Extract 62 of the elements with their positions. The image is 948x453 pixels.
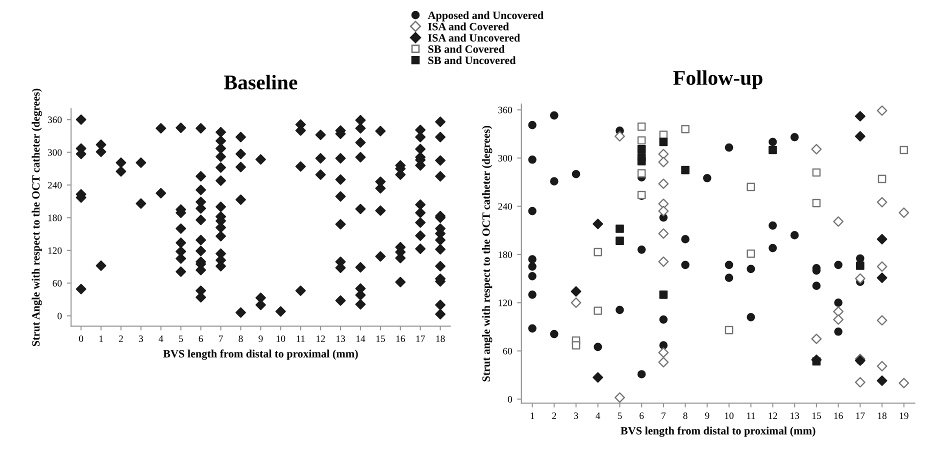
x-tick-label: 17 (416, 336, 425, 342)
x-axis-title: BVS length from distal to proximal (mm) (163, 350, 358, 360)
legend-label: Apposed and Uncovered (428, 11, 544, 22)
x-tick-label: 16 (834, 412, 843, 420)
x-tick-label: 13 (790, 412, 800, 420)
y-tick-label: 240 (48, 182, 62, 188)
y-tick-label: 300 (498, 154, 512, 162)
x-tick-label: 5 (179, 336, 183, 342)
x-tick-label: 12 (768, 412, 778, 419)
x-tick-label: 13 (336, 335, 346, 342)
legend-label: SB and Covered (428, 45, 505, 53)
y-tick-label: 60 (503, 348, 512, 354)
x-tick-label: 2 (552, 412, 556, 419)
x-tick-label: 17 (856, 412, 865, 419)
x-tick-label: 18 (878, 412, 887, 420)
x-tick-label: 7 (662, 412, 666, 419)
x-tick-label: 15 (812, 412, 821, 420)
chart-title: Follow-up (673, 70, 762, 90)
x-tick-label: 11 (296, 336, 305, 342)
legend-label: SB and Uncovered (428, 56, 516, 64)
chart-title: Baseline (224, 74, 298, 90)
y-tick-label: 60 (52, 280, 62, 287)
y-tick-label: 0 (58, 312, 62, 320)
x-tick-label: 7 (218, 336, 223, 342)
x-tick-label: 4 (158, 336, 164, 342)
x-tick-label: 9 (258, 335, 263, 342)
x-tick-label: 11 (747, 412, 755, 419)
x-tick-label: 10 (725, 412, 734, 420)
y-axis-title: Strut angle with respect to the OCT catheter (degrees) (482, 126, 492, 382)
x-tick-label: 5 (618, 412, 622, 420)
x-tick-label: 3 (138, 335, 144, 342)
y-tick-label: 180 (48, 214, 62, 222)
x-tick-label: 4 (596, 412, 600, 419)
y-tick-label: 300 (48, 149, 62, 156)
legend-label: ISA and Covered (428, 22, 509, 30)
y-tick-label: 120 (48, 247, 62, 254)
x-tick-label: 8 (683, 412, 688, 420)
x-tick-label: 10 (276, 335, 286, 342)
x-tick-label: 8 (238, 335, 243, 342)
x-tick-label: 19 (900, 412, 908, 420)
x-tick-label: 0 (79, 335, 84, 342)
y-tick-label: 360 (48, 116, 62, 124)
x-tick-label: 9 (705, 412, 710, 420)
x-tick-label: 15 (376, 336, 385, 342)
y-tick-label: 180 (498, 251, 512, 258)
x-tick-label: 12 (316, 335, 325, 342)
x-tick-label: 6 (198, 335, 203, 342)
y-tick-label: 0 (508, 396, 512, 403)
x-tick-label: 1 (99, 336, 103, 342)
y-tick-label: 360 (498, 106, 512, 114)
y-axis-title: Strut Angle with respect to the OCT catheter (degrees) (32, 88, 42, 346)
x-axis-title: BVS length from distal to proximal (mm) (620, 426, 816, 437)
x-tick-label: 3 (574, 412, 578, 420)
legend-label: ISA and Uncovered (428, 34, 520, 42)
x-tick-label: 14 (356, 336, 366, 342)
x-tick-label: 16 (396, 335, 405, 342)
x-tick-label: 2 (118, 335, 123, 342)
x-tick-label: 6 (640, 412, 644, 420)
y-tick-label: 120 (498, 300, 512, 306)
x-tick-label: 18 (436, 335, 445, 342)
x-tick-label: 1 (530, 412, 534, 419)
y-tick-label: 240 (498, 203, 512, 210)
